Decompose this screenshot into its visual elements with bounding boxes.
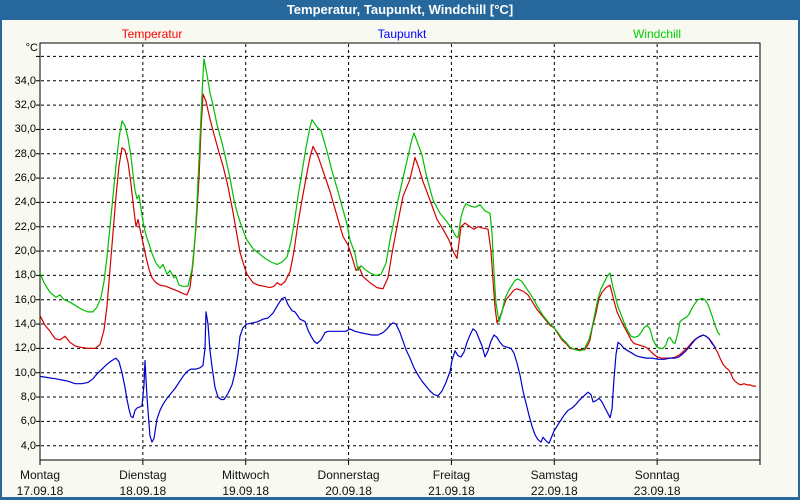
x-axis-date-label: 21.09.18 (428, 484, 475, 498)
x-axis-day-label: Donnerstag (317, 468, 380, 482)
y-axis-tick-label: 4,0 (20, 439, 36, 452)
series-temperatur-line (39, 93, 756, 387)
legend-taupunkt-label: Taupunkt (377, 27, 427, 41)
series-taupunkt-line (39, 296, 717, 444)
y-axis-tick-label: 22,0 (14, 220, 36, 233)
y-axis-tick-label: 10,0 (14, 366, 36, 379)
y-axis-tick-label: 18,0 (14, 269, 36, 282)
chart-canvas (36, 42, 761, 465)
y-axis-tick-label: 16,0 (14, 293, 36, 306)
legend-temperatur-label: Temperatur (121, 27, 183, 41)
y-axis-tick-label: 32,0 (14, 99, 36, 112)
y-axis-tick-label: 26,0 (14, 172, 36, 185)
x-axis-date-label: 19.09.18 (222, 484, 270, 498)
y-axis-tick-label: 28,0 (14, 147, 36, 160)
y-axis-tick-label: 6,0 (20, 415, 36, 428)
x-axis-date-label: 18.09.18 (119, 484, 167, 498)
x-axis-day-label: Montag (19, 468, 61, 482)
y-axis-tick-label: 30,0 (14, 123, 36, 136)
window-title: Temperatur, Taupunkt, Windchill [°C] (286, 2, 514, 17)
x-axis-date-label: 17.09.18 (16, 484, 64, 498)
x-axis-day-label: Samstag (530, 468, 578, 482)
series-windchill-line (39, 58, 721, 352)
x-axis-day-label: Freitag (432, 468, 471, 482)
x-axis-date-label: 22.09.18 (530, 484, 578, 498)
chart-body: Temperatur Taupunkt Windchill °C 34,0 32,… (2, 20, 798, 498)
x-axis-day-label: Mittwoch (222, 468, 270, 482)
title-bar: Temperatur, Taupunkt, Windchill [°C] (0, 0, 800, 20)
x-axis-date-label: 20.09.18 (325, 484, 372, 498)
y-axis-tick-label: 24,0 (14, 196, 36, 209)
y-axis-unit-label: °C (25, 42, 38, 54)
x-axis-date-label: 23.09.18 (633, 484, 681, 498)
y-axis-tick-label: 34,0 (14, 74, 36, 87)
y-axis-tick-label: 20,0 (14, 245, 36, 258)
y-axis-tick-label: 8,0 (20, 391, 36, 404)
plot-area (39, 42, 761, 461)
y-axis-tick-label: 14,0 (14, 318, 36, 331)
x-axis-day-label: Sonntag (634, 468, 680, 482)
x-axis-day-label: Dienstag (119, 468, 167, 482)
y-axis-tick-label: 12,0 (14, 342, 36, 355)
legend-windchill-label: Windchill (632, 27, 682, 41)
